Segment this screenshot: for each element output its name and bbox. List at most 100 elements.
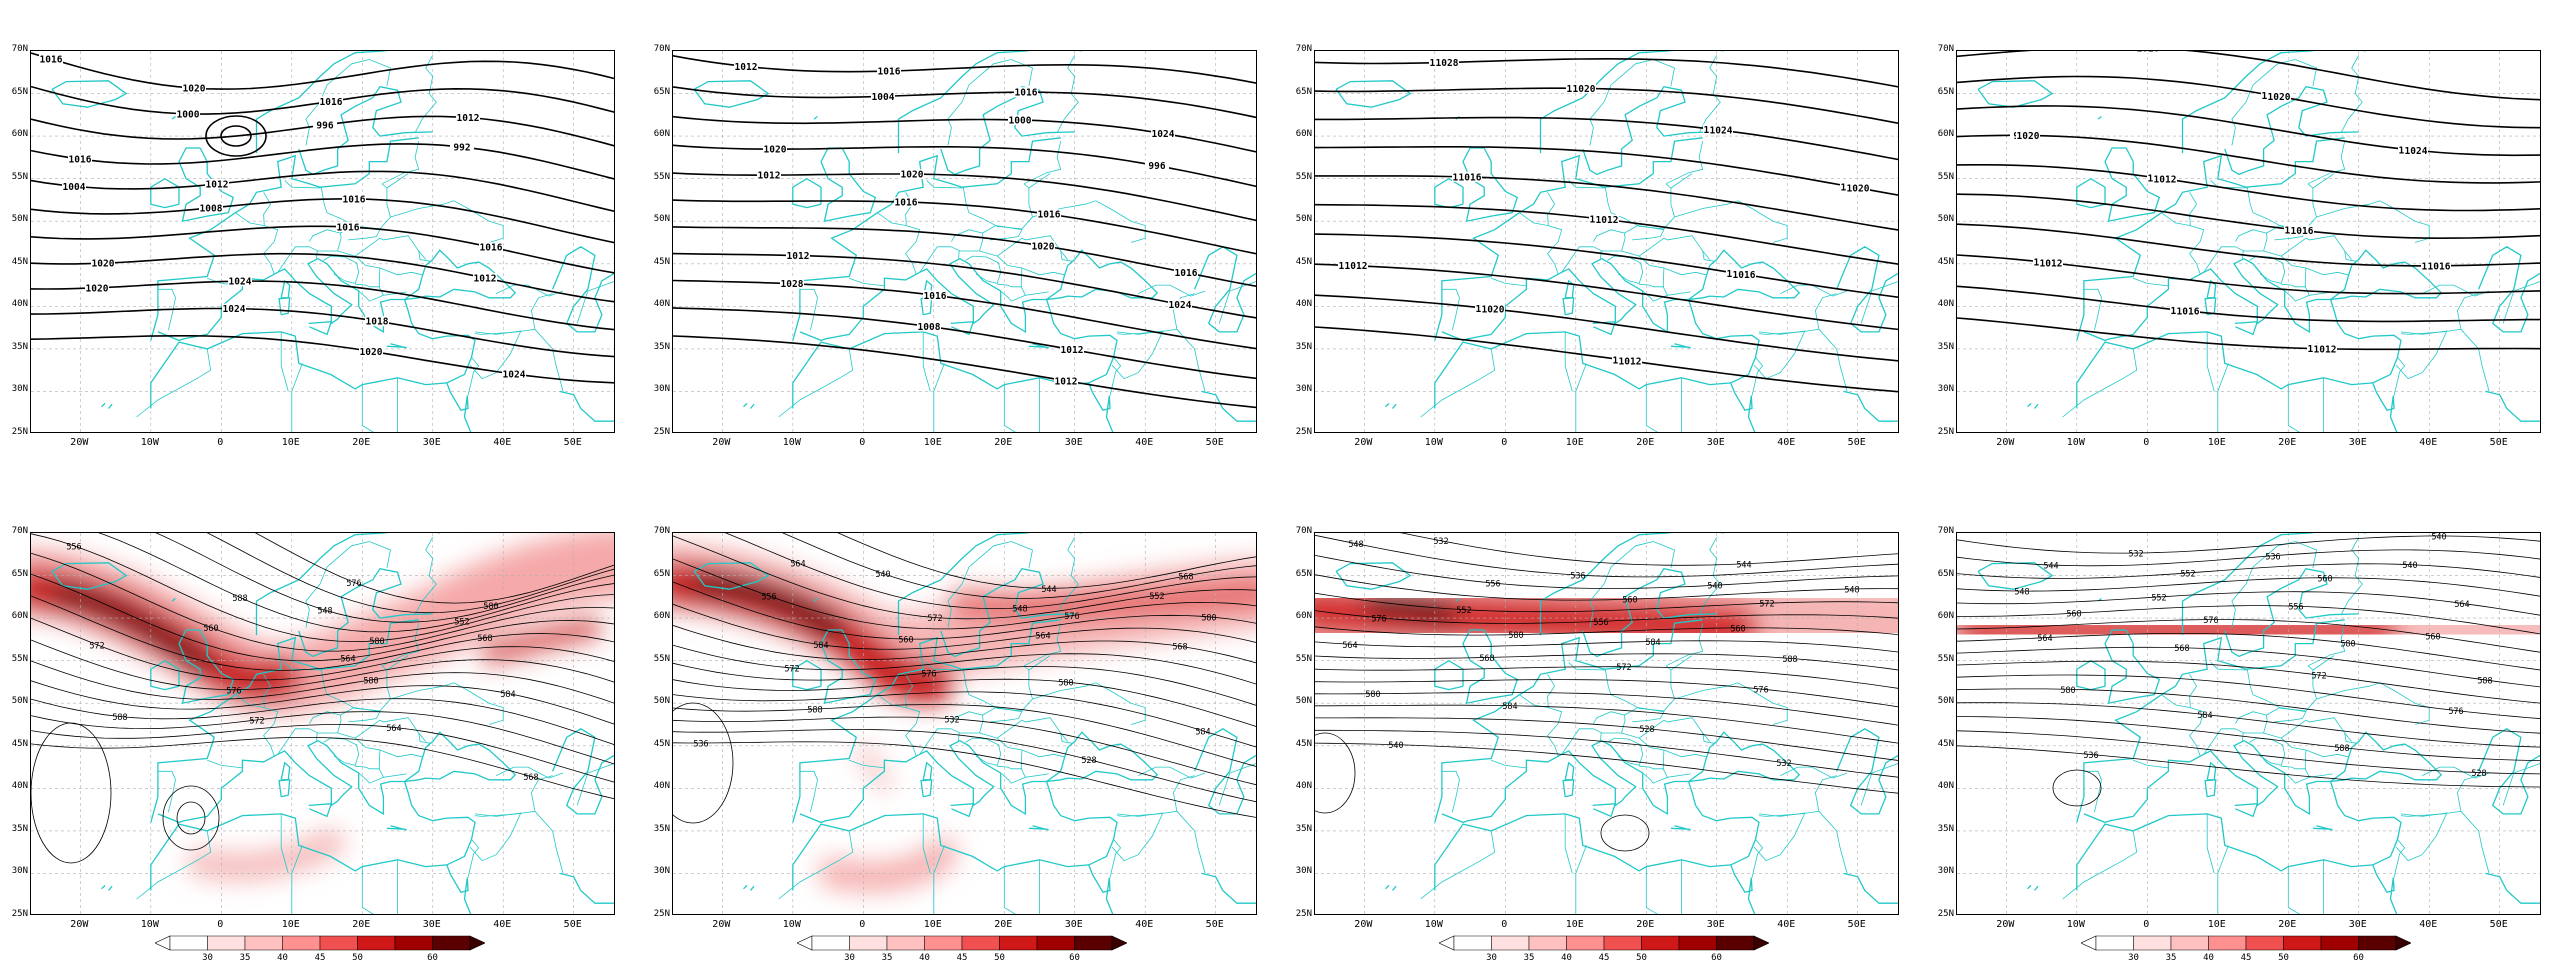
lon-tick-label: 50E bbox=[1205, 437, 1224, 448]
lon-tick-label: 10E bbox=[1565, 437, 1584, 448]
map-canvas: 1012 1004 1000 996 1012 1016 1020 1024 1028 1008 1… bbox=[673, 51, 1256, 432]
lon-tick-label: 50E bbox=[1205, 919, 1224, 930]
contour-label: 564 bbox=[340, 655, 355, 665]
contour-label: 992 bbox=[453, 142, 470, 153]
coastlines bbox=[51, 51, 614, 432]
contour-label: 588 bbox=[232, 594, 247, 604]
lon-tick-label: 40E bbox=[1135, 437, 1154, 448]
lat-tick-label: 55N bbox=[1295, 171, 1312, 182]
contour-label: 544 bbox=[1736, 560, 1751, 570]
contour-label: 552 bbox=[454, 617, 469, 627]
contour-label: 1004 bbox=[63, 182, 86, 193]
lat-tick-label: 40N bbox=[1937, 299, 1954, 310]
map-frame: 532 536 540 548 552 556 560 564 568 572 576 580 584 5… bbox=[1314, 532, 1899, 915]
colorbar-tick-label: 30 bbox=[202, 953, 213, 963]
contour-label: 584 bbox=[2197, 711, 2212, 721]
lon-tick-label: 20W bbox=[1354, 437, 1373, 448]
contour-label: 1020 bbox=[2017, 131, 2040, 142]
lat-tick-label: 65N bbox=[11, 568, 28, 579]
contour-label: 576 bbox=[226, 686, 241, 696]
contour-label: 576 bbox=[1064, 612, 1079, 622]
contour-label: 572 bbox=[1759, 600, 1774, 610]
contour-label: 588 bbox=[112, 713, 127, 723]
lat-tick-label: 70N bbox=[1295, 526, 1312, 536]
lon-tick-label: 0 bbox=[217, 437, 224, 448]
isolines bbox=[673, 533, 1256, 824]
lon-tick-label: 20W bbox=[712, 437, 731, 448]
map-frame: 5365445485525565605645685725765805845885… bbox=[30, 532, 615, 915]
contour-label: 1016 bbox=[320, 97, 343, 108]
lat-tick-label: 45N bbox=[1937, 738, 1954, 749]
map-canvas: 532 536 540 548 552 556 560 564 568 572 576 580 584 5… bbox=[1957, 533, 2540, 914]
lat-tick-label: 70N bbox=[1937, 44, 1954, 54]
lat-tick-label: 70N bbox=[653, 44, 670, 54]
contour-label: 560 bbox=[1622, 596, 1637, 606]
lon-tick-label: 30E bbox=[1064, 919, 1083, 930]
lon-tick-label: 10E bbox=[2207, 919, 2226, 930]
contour-label: 1020 bbox=[1032, 241, 1055, 252]
contour-label: 564 bbox=[386, 724, 401, 734]
contour-label: 1020 bbox=[1847, 183, 1870, 194]
lat-tick-label: 50N bbox=[1937, 696, 1954, 707]
lat-tick-label: 30N bbox=[11, 866, 28, 877]
lat-tick-label: 65N bbox=[11, 86, 28, 97]
map-frame: 1012 1004 1000 996 1012 1016 1020 1024 1028 1008 1… bbox=[672, 50, 1257, 433]
contour-label: 588 bbox=[2334, 744, 2349, 754]
country-borders bbox=[778, 55, 1256, 432]
z500-panel-4: 532 536 540 548 552 556 560 564 568 572 576 580 584 5… bbox=[1926, 482, 2560, 962]
lon-tick-label: 10E bbox=[2207, 437, 2226, 448]
contour-label: 1012 bbox=[2040, 258, 2063, 269]
contour-label: 1020 bbox=[1573, 84, 1596, 95]
lon-tick-label: 10W bbox=[2066, 919, 2085, 930]
lon-tick-label: 10E bbox=[281, 437, 300, 448]
lat-tick-label: 50N bbox=[11, 696, 28, 707]
z500-panel-2: 536 540 548 552 556 560 564 568 572 576 580 584 588 5… bbox=[642, 482, 1282, 962]
contour-label: 588 bbox=[807, 706, 822, 716]
contour-label: 1024 bbox=[1710, 126, 1733, 137]
lat-tick-label: 40N bbox=[653, 299, 670, 310]
contour-label: 1012 bbox=[758, 171, 781, 182]
contour-label: 1012 bbox=[735, 62, 758, 73]
contour-label: 572 bbox=[89, 641, 104, 651]
contour-label: 1020 bbox=[360, 347, 383, 358]
contour-label: 580 bbox=[363, 676, 378, 686]
contour-label: 1024 bbox=[2405, 146, 2428, 157]
lat-tick-label: 65N bbox=[653, 568, 670, 579]
contour-label: 556 bbox=[1485, 580, 1500, 590]
graticule bbox=[1957, 533, 2540, 914]
isolines bbox=[1957, 51, 2540, 351]
contour-label: 556 bbox=[761, 593, 776, 603]
contour-label: 1024 bbox=[503, 370, 526, 381]
contour-label: 996 bbox=[1148, 161, 1165, 172]
lon-tick-label: 0 bbox=[859, 437, 866, 448]
lat-tick-label: 55N bbox=[11, 653, 28, 664]
isolines bbox=[31, 533, 614, 864]
contour-label: 548 bbox=[317, 607, 332, 617]
colorbar-tick-label: 30 bbox=[1486, 953, 1497, 963]
contour-label: 1016 bbox=[480, 243, 503, 254]
contour-label: 528 bbox=[2471, 769, 2486, 779]
lat-tick-label: 25N bbox=[653, 909, 670, 919]
lat-tick-label: 70N bbox=[1937, 526, 1954, 536]
lon-tick-label: 20W bbox=[1996, 919, 2015, 930]
lat-tick-label: 35N bbox=[1937, 341, 1954, 352]
contour-label: 568 bbox=[1178, 572, 1193, 582]
contour-label: 1000 bbox=[1009, 115, 1032, 126]
contour-label: 536 bbox=[2083, 751, 2098, 761]
contour-label: 1004 bbox=[872, 92, 895, 103]
map-frame: 532 536 540 548 552 556 560 564 568 572 576 580 584 5… bbox=[1956, 532, 2541, 915]
wind-jet-shading bbox=[1315, 570, 1898, 671]
lat-tick-label: 45N bbox=[653, 738, 670, 749]
lon-tick-label: 0 bbox=[1501, 437, 1508, 448]
contour-label: 544 bbox=[1041, 585, 1056, 595]
contour-label: 580 bbox=[1508, 631, 1523, 641]
lon-tick-label: 0 bbox=[2143, 919, 2150, 930]
lon-tick-label: 10E bbox=[923, 437, 942, 448]
mslp-panel-1: 1016 1000 996 992 1004 1008 1016 1012 1020 1024 10… bbox=[0, 0, 640, 480]
colorbar-tick-label: 40 bbox=[2203, 953, 2214, 963]
lat-tick-label: 30N bbox=[653, 866, 670, 877]
lat-tick-label: 60N bbox=[1295, 611, 1312, 622]
lat-tick-label: 35N bbox=[1295, 823, 1312, 834]
contour-label: 1016 bbox=[1015, 88, 1038, 99]
lon-tick-label: 30E bbox=[1064, 437, 1083, 448]
